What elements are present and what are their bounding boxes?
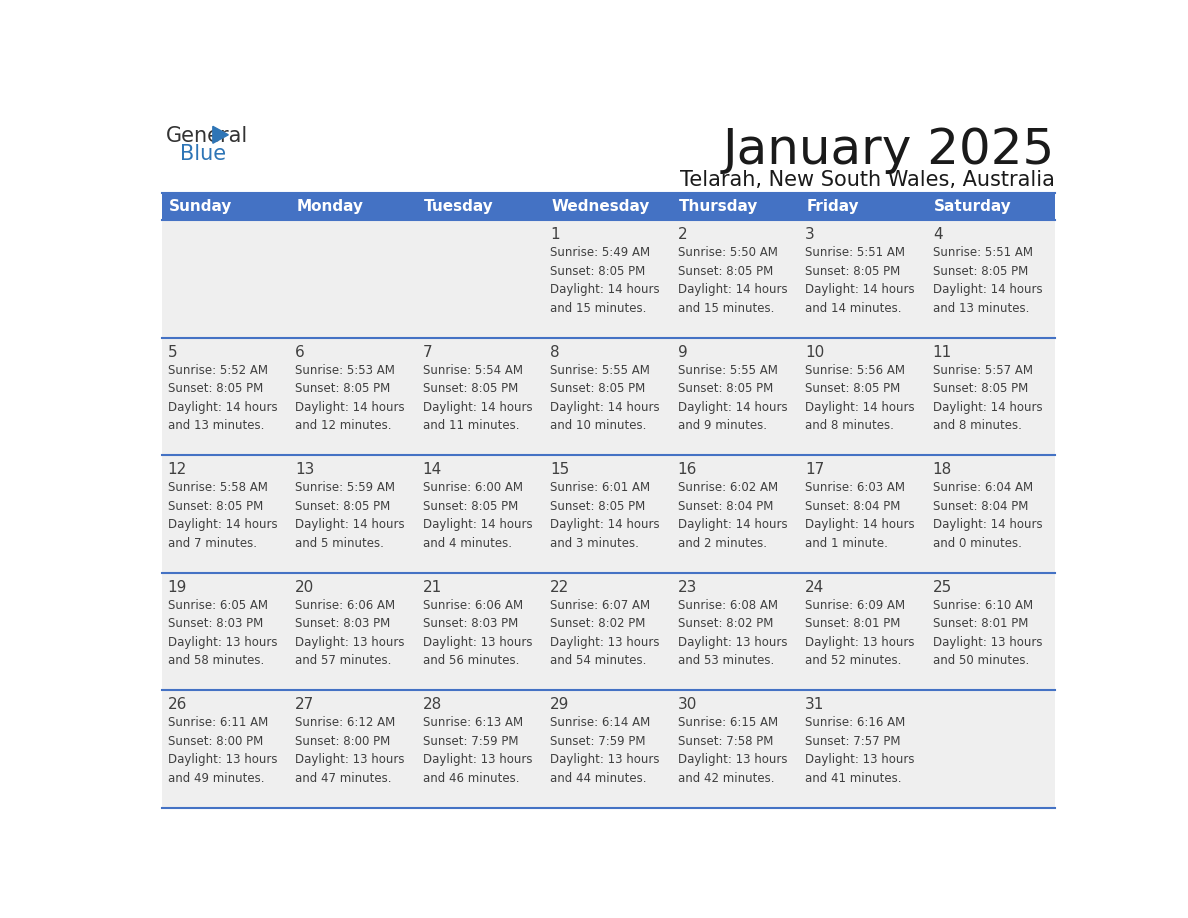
Text: Sunrise: 6:01 AM
Sunset: 8:05 PM
Daylight: 14 hours
and 3 minutes.: Sunrise: 6:01 AM Sunset: 8:05 PM Dayligh… bbox=[550, 481, 659, 550]
Text: 15: 15 bbox=[550, 463, 569, 477]
Text: 11: 11 bbox=[933, 345, 952, 360]
Text: 17: 17 bbox=[805, 463, 824, 477]
Text: Monday: Monday bbox=[296, 199, 364, 214]
Text: Sunrise: 5:50 AM
Sunset: 8:05 PM
Daylight: 14 hours
and 15 minutes.: Sunrise: 5:50 AM Sunset: 8:05 PM Dayligh… bbox=[677, 246, 788, 315]
Text: 26: 26 bbox=[168, 698, 187, 712]
Text: Sunrise: 6:09 AM
Sunset: 8:01 PM
Daylight: 13 hours
and 52 minutes.: Sunrise: 6:09 AM Sunset: 8:01 PM Dayligh… bbox=[805, 599, 915, 667]
Text: Sunrise: 5:51 AM
Sunset: 8:05 PM
Daylight: 14 hours
and 13 minutes.: Sunrise: 5:51 AM Sunset: 8:05 PM Dayligh… bbox=[933, 246, 1042, 315]
Text: Sunrise: 6:12 AM
Sunset: 8:00 PM
Daylight: 13 hours
and 47 minutes.: Sunrise: 6:12 AM Sunset: 8:00 PM Dayligh… bbox=[295, 716, 405, 785]
Bar bbox=[163, 194, 290, 220]
Text: 25: 25 bbox=[933, 580, 952, 595]
Text: Sunrise: 6:03 AM
Sunset: 8:04 PM
Daylight: 14 hours
and 1 minute.: Sunrise: 6:03 AM Sunset: 8:04 PM Dayligh… bbox=[805, 481, 915, 550]
Text: Sunday: Sunday bbox=[169, 199, 232, 214]
Text: 5: 5 bbox=[168, 345, 177, 360]
Text: 6: 6 bbox=[295, 345, 305, 360]
Text: Sunrise: 5:54 AM
Sunset: 8:05 PM
Daylight: 14 hours
and 11 minutes.: Sunrise: 5:54 AM Sunset: 8:05 PM Dayligh… bbox=[423, 364, 532, 432]
Bar bbox=[163, 690, 1055, 808]
Text: 4: 4 bbox=[933, 228, 942, 242]
Text: Sunrise: 6:05 AM
Sunset: 8:03 PM
Daylight: 13 hours
and 58 minutes.: Sunrise: 6:05 AM Sunset: 8:03 PM Dayligh… bbox=[168, 599, 277, 667]
Text: Blue: Blue bbox=[181, 144, 227, 164]
Text: Sunrise: 6:11 AM
Sunset: 8:00 PM
Daylight: 13 hours
and 49 minutes.: Sunrise: 6:11 AM Sunset: 8:00 PM Dayligh… bbox=[168, 716, 277, 785]
Text: Sunrise: 5:52 AM
Sunset: 8:05 PM
Daylight: 14 hours
and 13 minutes.: Sunrise: 5:52 AM Sunset: 8:05 PM Dayligh… bbox=[168, 364, 277, 432]
Text: 13: 13 bbox=[295, 463, 315, 477]
Text: Sunrise: 6:04 AM
Sunset: 8:04 PM
Daylight: 14 hours
and 0 minutes.: Sunrise: 6:04 AM Sunset: 8:04 PM Dayligh… bbox=[933, 481, 1042, 550]
Text: Sunrise: 5:58 AM
Sunset: 8:05 PM
Daylight: 14 hours
and 7 minutes.: Sunrise: 5:58 AM Sunset: 8:05 PM Dayligh… bbox=[168, 481, 277, 550]
Text: 8: 8 bbox=[550, 345, 560, 360]
Text: 12: 12 bbox=[168, 463, 187, 477]
Text: Sunrise: 6:10 AM
Sunset: 8:01 PM
Daylight: 13 hours
and 50 minutes.: Sunrise: 6:10 AM Sunset: 8:01 PM Dayligh… bbox=[933, 599, 1042, 667]
Bar bbox=[290, 194, 417, 220]
Text: Sunrise: 5:59 AM
Sunset: 8:05 PM
Daylight: 14 hours
and 5 minutes.: Sunrise: 5:59 AM Sunset: 8:05 PM Dayligh… bbox=[295, 481, 405, 550]
Text: Wednesday: Wednesday bbox=[551, 199, 650, 214]
Text: Sunrise: 6:15 AM
Sunset: 7:58 PM
Daylight: 13 hours
and 42 minutes.: Sunrise: 6:15 AM Sunset: 7:58 PM Dayligh… bbox=[677, 716, 788, 785]
Bar bbox=[417, 194, 545, 220]
Text: 19: 19 bbox=[168, 580, 187, 595]
Text: 29: 29 bbox=[550, 698, 569, 712]
Text: 20: 20 bbox=[295, 580, 315, 595]
Text: Sunrise: 5:49 AM
Sunset: 8:05 PM
Daylight: 14 hours
and 15 minutes.: Sunrise: 5:49 AM Sunset: 8:05 PM Dayligh… bbox=[550, 246, 659, 315]
Text: 21: 21 bbox=[423, 580, 442, 595]
Bar bbox=[928, 194, 1055, 220]
Text: Sunrise: 5:57 AM
Sunset: 8:05 PM
Daylight: 14 hours
and 8 minutes.: Sunrise: 5:57 AM Sunset: 8:05 PM Dayligh… bbox=[933, 364, 1042, 432]
Bar bbox=[801, 194, 928, 220]
Text: Sunrise: 5:53 AM
Sunset: 8:05 PM
Daylight: 14 hours
and 12 minutes.: Sunrise: 5:53 AM Sunset: 8:05 PM Dayligh… bbox=[295, 364, 405, 432]
Text: Sunrise: 6:16 AM
Sunset: 7:57 PM
Daylight: 13 hours
and 41 minutes.: Sunrise: 6:16 AM Sunset: 7:57 PM Dayligh… bbox=[805, 716, 915, 785]
Polygon shape bbox=[213, 127, 228, 143]
Text: January 2025: January 2025 bbox=[723, 126, 1055, 174]
Text: 3: 3 bbox=[805, 228, 815, 242]
Text: Sunrise: 6:13 AM
Sunset: 7:59 PM
Daylight: 13 hours
and 46 minutes.: Sunrise: 6:13 AM Sunset: 7:59 PM Dayligh… bbox=[423, 716, 532, 785]
Text: 18: 18 bbox=[933, 463, 952, 477]
Text: Sunrise: 5:51 AM
Sunset: 8:05 PM
Daylight: 14 hours
and 14 minutes.: Sunrise: 5:51 AM Sunset: 8:05 PM Dayligh… bbox=[805, 246, 915, 315]
Bar bbox=[163, 455, 1055, 573]
Bar bbox=[545, 194, 672, 220]
Text: 16: 16 bbox=[677, 463, 697, 477]
Text: 7: 7 bbox=[423, 345, 432, 360]
Text: Saturday: Saturday bbox=[934, 199, 1012, 214]
Text: Sunrise: 6:06 AM
Sunset: 8:03 PM
Daylight: 13 hours
and 56 minutes.: Sunrise: 6:06 AM Sunset: 8:03 PM Dayligh… bbox=[423, 599, 532, 667]
Text: Sunrise: 6:02 AM
Sunset: 8:04 PM
Daylight: 14 hours
and 2 minutes.: Sunrise: 6:02 AM Sunset: 8:04 PM Dayligh… bbox=[677, 481, 788, 550]
Text: General: General bbox=[166, 126, 248, 146]
Text: 22: 22 bbox=[550, 580, 569, 595]
Text: 30: 30 bbox=[677, 698, 697, 712]
Text: 23: 23 bbox=[677, 580, 697, 595]
Text: Sunrise: 6:14 AM
Sunset: 7:59 PM
Daylight: 13 hours
and 44 minutes.: Sunrise: 6:14 AM Sunset: 7:59 PM Dayligh… bbox=[550, 716, 659, 785]
Text: Sunrise: 6:08 AM
Sunset: 8:02 PM
Daylight: 13 hours
and 53 minutes.: Sunrise: 6:08 AM Sunset: 8:02 PM Dayligh… bbox=[677, 599, 788, 667]
Text: 9: 9 bbox=[677, 345, 688, 360]
Text: Tuesday: Tuesday bbox=[424, 199, 494, 214]
Text: 31: 31 bbox=[805, 698, 824, 712]
Text: Sunrise: 5:55 AM
Sunset: 8:05 PM
Daylight: 14 hours
and 10 minutes.: Sunrise: 5:55 AM Sunset: 8:05 PM Dayligh… bbox=[550, 364, 659, 432]
Bar bbox=[163, 220, 1055, 338]
Text: 24: 24 bbox=[805, 580, 824, 595]
Bar bbox=[163, 573, 1055, 690]
Text: Sunrise: 6:07 AM
Sunset: 8:02 PM
Daylight: 13 hours
and 54 minutes.: Sunrise: 6:07 AM Sunset: 8:02 PM Dayligh… bbox=[550, 599, 659, 667]
Text: Sunrise: 5:56 AM
Sunset: 8:05 PM
Daylight: 14 hours
and 8 minutes.: Sunrise: 5:56 AM Sunset: 8:05 PM Dayligh… bbox=[805, 364, 915, 432]
Text: 14: 14 bbox=[423, 463, 442, 477]
Text: Telarah, New South Wales, Australia: Telarah, New South Wales, Australia bbox=[681, 170, 1055, 190]
Text: 27: 27 bbox=[295, 698, 315, 712]
Text: Friday: Friday bbox=[807, 199, 859, 214]
Bar bbox=[672, 194, 801, 220]
Text: Sunrise: 5:55 AM
Sunset: 8:05 PM
Daylight: 14 hours
and 9 minutes.: Sunrise: 5:55 AM Sunset: 8:05 PM Dayligh… bbox=[677, 364, 788, 432]
Text: 2: 2 bbox=[677, 228, 688, 242]
Text: 1: 1 bbox=[550, 228, 560, 242]
Text: Thursday: Thursday bbox=[680, 199, 758, 214]
Text: 10: 10 bbox=[805, 345, 824, 360]
Bar bbox=[163, 338, 1055, 455]
Text: 28: 28 bbox=[423, 698, 442, 712]
Text: Sunrise: 6:00 AM
Sunset: 8:05 PM
Daylight: 14 hours
and 4 minutes.: Sunrise: 6:00 AM Sunset: 8:05 PM Dayligh… bbox=[423, 481, 532, 550]
Text: Sunrise: 6:06 AM
Sunset: 8:03 PM
Daylight: 13 hours
and 57 minutes.: Sunrise: 6:06 AM Sunset: 8:03 PM Dayligh… bbox=[295, 599, 405, 667]
